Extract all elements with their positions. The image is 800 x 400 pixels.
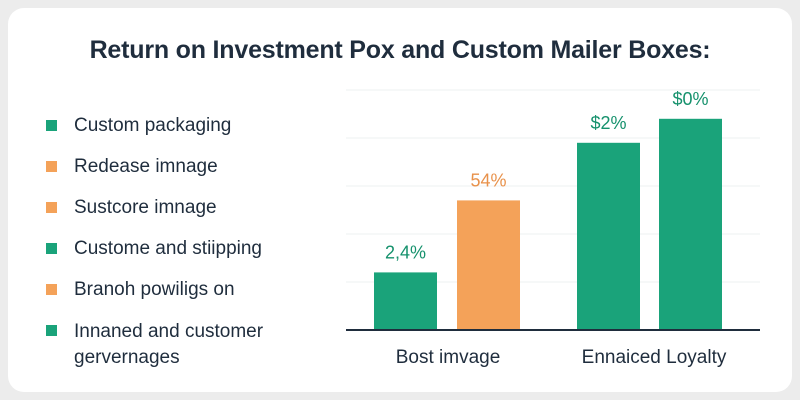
legend-swatch	[46, 202, 57, 213]
bar	[659, 118, 722, 330]
legend-label: Innaned and customer gervernages	[74, 321, 264, 368]
legend-label: Redease imnage	[74, 156, 218, 177]
legend-label: Custome and stiipping	[74, 238, 262, 259]
legend-label: Sustcore imnage	[74, 197, 217, 218]
legend-item: Custom packaging	[46, 114, 336, 137]
bar	[457, 200, 520, 330]
bar	[577, 142, 640, 330]
bar-value-label: $2%	[590, 113, 626, 133]
bar	[374, 272, 437, 330]
legend-swatch	[46, 243, 57, 254]
legend: Custom packaging Redease imnage Sustcore…	[46, 114, 336, 371]
legend-label: Custom packaging	[74, 115, 232, 136]
legend-swatch	[46, 161, 57, 172]
chart-title: Return on Investment Pox and Custom Mail…	[89, 36, 711, 64]
legend-item: Branoh powiligs on	[46, 278, 336, 301]
bar-value-label: 54%	[470, 170, 506, 190]
bar-value-label: 2,4%	[385, 242, 426, 262]
legend-swatch	[46, 325, 57, 336]
x-tick-label: Bost imvage	[396, 347, 501, 368]
legend-item: Innaned and customer gervernages	[46, 319, 336, 371]
bar-value-label: $0%	[672, 89, 708, 109]
legend-item: Redease imnage	[46, 155, 336, 178]
legend-swatch	[46, 120, 57, 131]
legend-swatch	[46, 284, 57, 295]
legend-item: Sustcore imnage	[46, 196, 336, 219]
legend-item: Custome and stiipping	[46, 237, 336, 260]
legend-label: Branoh powiligs on	[74, 279, 235, 300]
x-tick-label: Ennaiced Loyalty	[582, 347, 727, 368]
